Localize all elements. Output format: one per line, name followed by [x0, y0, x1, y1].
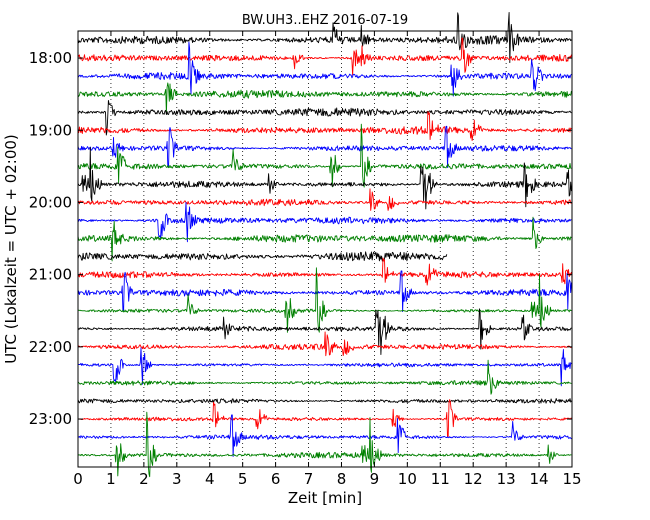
- trace-1915: [77, 125, 572, 168]
- x-tick-label-7: 7: [304, 470, 314, 488]
- x-tick-label-14: 14: [530, 470, 549, 488]
- x-axis: 0 1 2 3 4 5 6 7 8 9 10 11 12 13 14 15: [73, 31, 582, 488]
- y-tick-label-4: 22:00: [29, 338, 72, 356]
- x-axis-label: Zeit [min]: [288, 489, 362, 507]
- x-tick-label-9: 9: [370, 470, 380, 488]
- trace-2000: [77, 188, 572, 211]
- y-axis-label: UTC (Lokalzeit = UTC + 02:00): [2, 134, 20, 364]
- x-tick-label-1: 1: [106, 470, 116, 488]
- trace-2145: [77, 308, 572, 355]
- x-tick-label-6: 6: [271, 470, 281, 488]
- trace-2230: [77, 359, 572, 395]
- trace-group: [77, 12, 572, 478]
- trace-2015: [77, 201, 572, 243]
- trace-1815: [77, 41, 572, 97]
- x-tick-label-5: 5: [238, 470, 248, 488]
- grid-lines: [110, 31, 540, 467]
- trace-2215: [77, 347, 572, 387]
- x-tick-label-3: 3: [172, 470, 182, 488]
- y-tick-label-1: 19:00: [29, 121, 72, 139]
- trace-2330: [77, 411, 572, 478]
- plot-frame: [77, 30, 573, 468]
- trace-2130: [77, 267, 572, 333]
- y-tick-label-2: 20:00: [29, 193, 72, 211]
- trace-1945: [77, 147, 572, 210]
- trace-2100: [77, 257, 572, 286]
- x-tick-label-15: 15: [562, 470, 581, 488]
- y-axis: 18:00 19:00 20:00 21:00 22:00 23:00: [29, 49, 572, 428]
- y-tick-label-5: 23:00: [29, 410, 72, 428]
- x-tick-label-10: 10: [398, 470, 417, 488]
- x-tick-label-8: 8: [337, 470, 347, 488]
- trace-2315: [77, 414, 572, 457]
- y-tick-label-0: 18:00: [29, 49, 72, 67]
- x-tick-label-2: 2: [139, 470, 149, 488]
- trace-2115: [77, 270, 572, 313]
- x-tick-label-13: 13: [497, 470, 516, 488]
- trace-1745: [77, 12, 572, 64]
- trace-1845: [77, 100, 572, 136]
- trace-1900: [77, 110, 572, 141]
- trace-1930: [77, 123, 572, 188]
- y-tick-label-3: 21:00: [29, 266, 72, 284]
- trace-1800: [77, 37, 572, 76]
- trace-2200: [78, 331, 572, 357]
- trace-2030: [77, 216, 572, 262]
- trace-2245: [77, 398, 572, 404]
- x-tick-label-11: 11: [431, 470, 450, 488]
- x-tick-label-0: 0: [73, 470, 83, 488]
- trace-2300: [77, 399, 572, 438]
- x-tick-label-12: 12: [464, 470, 483, 488]
- chart-title: BW.UH3..EHZ 2016-07-19: [242, 13, 408, 28]
- x-tick-label-4: 4: [205, 470, 215, 488]
- trace-2045: [77, 251, 448, 262]
- trace-1830: [77, 82, 572, 115]
